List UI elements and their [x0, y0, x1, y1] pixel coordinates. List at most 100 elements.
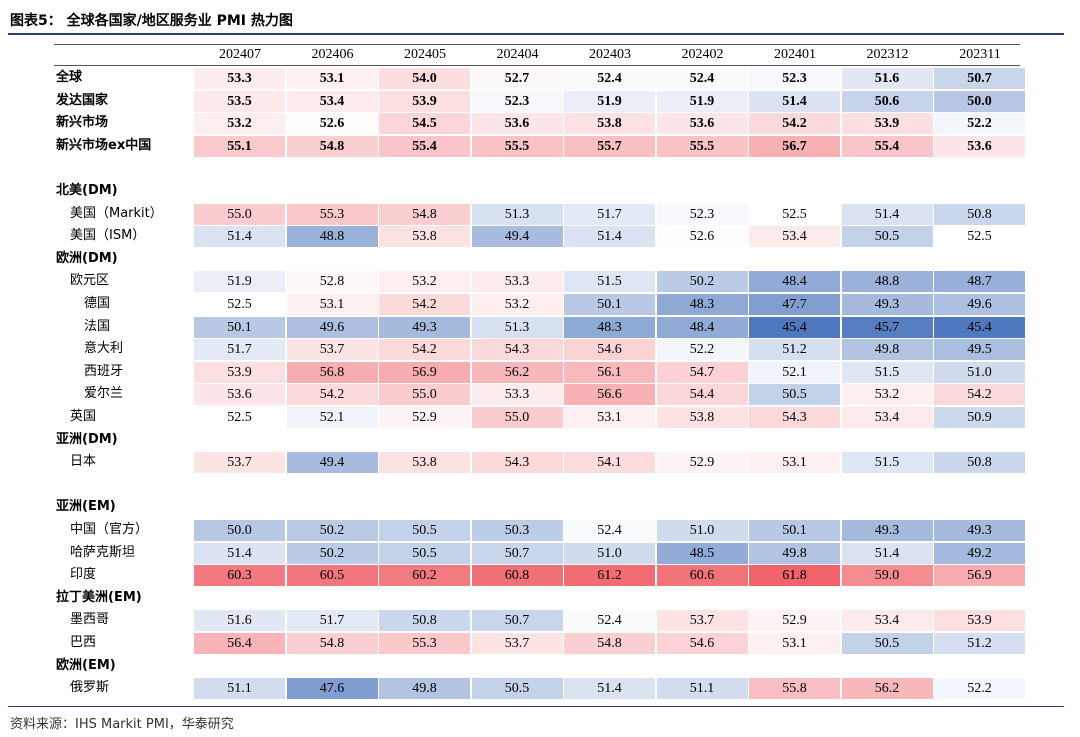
- heatmap-cell: 49.8: [841, 339, 933, 361]
- heatmap-cell: 50.1: [194, 316, 285, 338]
- heatmap-cell: 50.5: [841, 226, 933, 248]
- heatmap-cell: 52.9: [656, 452, 748, 474]
- heatmap-cell: 50.0: [934, 90, 1025, 112]
- heatmap-cell: 51.5: [841, 452, 933, 474]
- heatmap-cell: 50.1: [749, 520, 840, 541]
- column-header: 202312: [866, 47, 909, 62]
- heatmap-cell: 50.5: [841, 633, 933, 654]
- heatmap-cell: 53.6: [194, 384, 285, 406]
- heatmap-cell: 54.3: [471, 452, 563, 474]
- figure-title: 图表5： 全球各国家/地区服务业 PMI 热力图: [10, 13, 293, 29]
- heatmap-row: 欧元区 51.9 52.8 53.2 53.3 51.5 50.2 48.4 48.8 48.7: [0, 270, 1080, 293]
- row-label: 拉丁美洲(EM): [56, 589, 142, 605]
- heatmap-cell: 55.4: [841, 135, 933, 157]
- row-label: 意大利: [84, 341, 124, 357]
- heatmap-cell: 56.9: [934, 565, 1025, 587]
- heatmap-cell: 52.4: [564, 68, 655, 89]
- heatmap-cell: 50.5: [379, 520, 470, 541]
- heatmap-cell: 49.6: [286, 316, 378, 338]
- heatmap-cell: 45.4: [749, 316, 840, 338]
- heatmap-cell: 54.8: [379, 203, 470, 225]
- heatmap-cell: 51.9: [194, 271, 285, 293]
- heatmap-row: 美国（Markit） 55.0 55.3 54.8 51.3 51.7 52.3 52.5 51…: [0, 203, 1080, 225]
- heatmap-cell: 55.3: [379, 633, 470, 654]
- heatmap-row: 全球 53.3 53.1 54.0 52.7 52.4 52.4 52.3 51.6 50.7: [0, 67, 1080, 89]
- heatmap-cell: 50.7: [471, 610, 563, 632]
- row-label: 哈萨克斯坦: [70, 544, 136, 560]
- heatmap-cell: 54.2: [286, 384, 378, 406]
- heatmap-cell: 49.4: [286, 452, 378, 474]
- heatmap-cell: 54.6: [656, 633, 748, 654]
- column-header: 202405: [404, 47, 446, 62]
- column-header: 202407: [219, 47, 261, 62]
- heatmap-cell: 51.4: [564, 226, 655, 248]
- group-header-row: 亚洲(EM): [0, 496, 1080, 518]
- heatmap-cell: 49.8: [749, 542, 840, 564]
- heatmap-cell: 49.5: [934, 339, 1025, 361]
- heatmap-row: 法国 50.1 49.6 49.3 51.3 48.3 48.4 45.4 45.7 45.4: [0, 316, 1080, 338]
- heatmap-cell: 50.7: [934, 68, 1025, 89]
- heatmap-row: 墨西哥 51.6 51.7 50.8 50.7 52.4 53.7 52.9 53.4 53.9: [0, 609, 1080, 632]
- source-note: 资料来源：IHS Markit PMI，华泰研究: [10, 717, 234, 732]
- heatmap-cell: 53.3: [194, 68, 285, 89]
- heatmap-cell: 51.2: [934, 633, 1025, 654]
- heatmap-cell: 52.4: [564, 520, 655, 541]
- heatmap-cell: 53.1: [564, 407, 655, 428]
- heatmap-cell: 60.2: [379, 565, 470, 587]
- heatmap-cell: 52.3: [656, 203, 748, 225]
- heatmap-row: 美国（ISM） 51.4 48.8 53.8 49.4 51.4 52.6 53.4 50.5 5…: [0, 225, 1080, 248]
- heatmap-cell: 56.4: [194, 633, 285, 654]
- heatmap-row: 日本 53.7 49.4 53.8 54.3 54.1 52.9 53.1 51.5 50.8: [0, 451, 1080, 474]
- heatmap-cell: 54.5: [379, 113, 470, 135]
- heatmap-cell: 53.1: [286, 294, 378, 315]
- heatmap-row: 印度 60.3 60.5 60.2 60.8 61.2 60.6 61.8 59.0 56.9: [0, 564, 1080, 587]
- heatmap-cell: 51.3: [471, 203, 563, 225]
- row-label: 西班牙: [84, 363, 124, 379]
- heatmap-cell: 55.5: [656, 135, 748, 157]
- heatmap-cell: 51.4: [841, 542, 933, 564]
- row-label: 亚洲(EM): [56, 499, 116, 515]
- heatmap-cell: 51.3: [471, 316, 563, 338]
- heatmap-cell: 50.8: [379, 610, 470, 632]
- heatmap-cell: 53.9: [379, 90, 470, 112]
- group-header-row: 欧洲(EM): [0, 655, 1080, 677]
- heatmap-cell: 51.4: [564, 678, 655, 700]
- heatmap-cell: 51.4: [749, 90, 840, 112]
- heatmap-cell: 55.7: [564, 135, 655, 157]
- heatmap-row: 新兴市场 53.2 52.6 54.5 53.6 53.8 53.6 54.2 53.9 52.2: [0, 112, 1080, 135]
- row-label: 亚洲(DM): [56, 431, 118, 447]
- heatmap-cell: 51.9: [656, 90, 748, 112]
- group-header-row: 亚洲(DM): [0, 429, 1080, 451]
- heatmap-row: 爱尔兰 53.6 54.2 55.0 53.3 56.6 54.4 50.5 53.2 54.2: [0, 383, 1080, 406]
- heatmap-cell: 55.0: [379, 384, 470, 406]
- heatmap-cell: 53.6: [934, 135, 1025, 157]
- heatmap-cell: 50.6: [841, 90, 933, 112]
- heatmap-cell: 50.7: [471, 542, 563, 564]
- heatmap-cell: 53.9: [841, 113, 933, 135]
- heatmap-cell: 52.1: [749, 361, 840, 383]
- heatmap-cell: 48.4: [749, 271, 840, 293]
- heatmap-cell: 50.2: [286, 520, 378, 541]
- heatmap-cell: 49.3: [841, 294, 933, 315]
- column-header: 202401: [774, 47, 816, 62]
- heatmap-cell: 51.5: [564, 271, 655, 293]
- heatmap-cell: 53.2: [194, 113, 285, 135]
- heatmap-cell: 54.8: [286, 135, 378, 157]
- heatmap-row: 俄罗斯 51.1 47.6 49.8 50.5 51.4 51.1 55.8 56.2 52.2: [0, 677, 1080, 700]
- heatmap-cell: 52.3: [749, 68, 840, 89]
- row-label: 印度: [70, 567, 97, 583]
- heatmap-cell: 53.4: [749, 226, 840, 248]
- heatmap-cell: 52.2: [934, 678, 1025, 700]
- heatmap-cell: 53.7: [194, 452, 285, 474]
- heatmap-cell: 48.8: [286, 226, 378, 248]
- heatmap-cell: 54.8: [564, 633, 655, 654]
- heatmap-row: 新兴市场ex中国 55.1 54.8 55.4 55.5 55.7 55.5 56.7 55.4…: [0, 135, 1080, 157]
- heatmap-cell: 56.2: [841, 678, 933, 700]
- heatmap-cell: 48.3: [564, 316, 655, 338]
- row-label: 发达国家: [56, 92, 109, 108]
- heatmap-cell: 50.1: [564, 294, 655, 315]
- heatmap-cell: 52.5: [194, 294, 285, 315]
- heatmap-cell: 51.4: [194, 542, 285, 564]
- heatmap-cell: 53.8: [564, 113, 655, 135]
- heatmap-cell: 49.3: [934, 520, 1025, 541]
